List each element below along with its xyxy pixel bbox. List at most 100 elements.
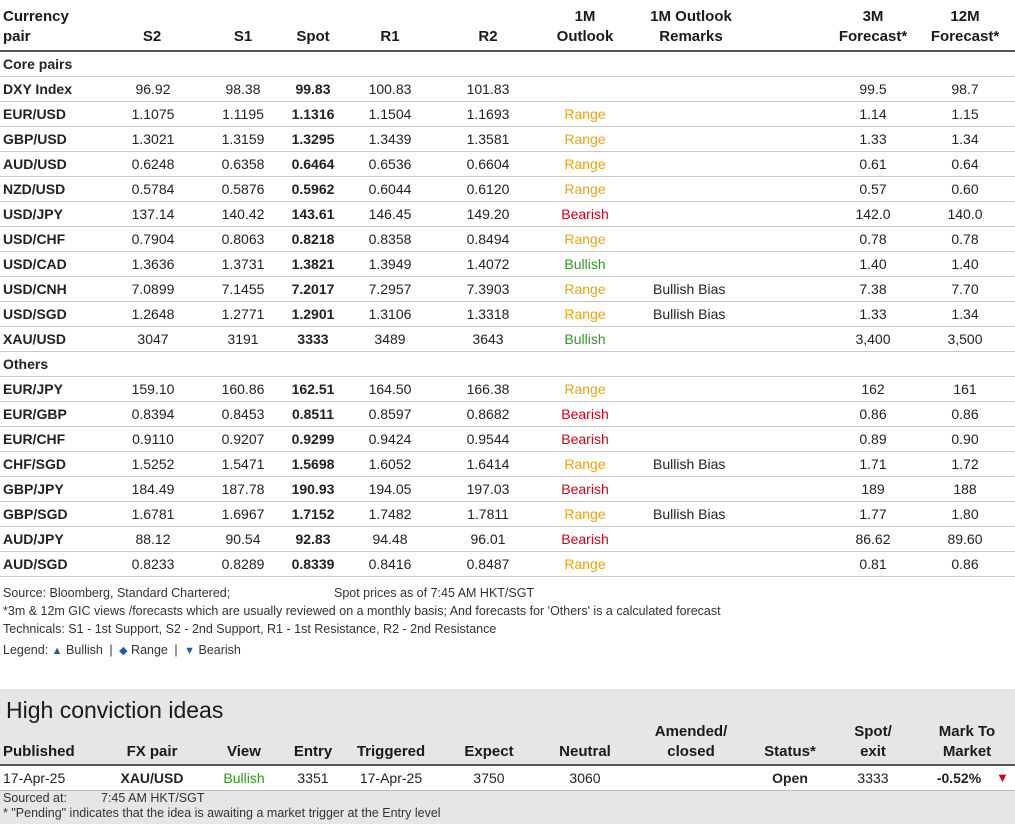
cell-outlook: Range xyxy=(564,381,606,397)
cell-spot: 143.61 xyxy=(291,206,335,222)
cell-outlook: Range xyxy=(564,281,606,297)
header-spot: Spot xyxy=(296,28,330,45)
cell-remarks xyxy=(653,227,763,251)
cell-remarks xyxy=(653,177,763,201)
cell-remarks xyxy=(653,102,763,126)
hc-header-neutral: Neutral xyxy=(559,743,611,760)
cell-f3m: 0.81 xyxy=(859,556,887,572)
cell-r1: 0.9424 xyxy=(368,431,412,447)
cell-remarks xyxy=(653,127,763,151)
cell-r1: 0.6044 xyxy=(368,181,412,197)
cell-spot: 7.2017 xyxy=(291,281,335,297)
cell-f12m: 1.72 xyxy=(951,456,979,472)
cell-f3m: 1.77 xyxy=(859,506,887,522)
cell-remarks xyxy=(653,427,763,451)
cell-s2: 1.6781 xyxy=(131,506,175,522)
currency-pair: DXY Index xyxy=(3,81,72,97)
hc-header-entry: Entry xyxy=(293,743,333,760)
cell-spot: 1.7152 xyxy=(291,506,335,522)
table-row: EUR/JPY 159.10 160.86 162.51 164.50 166.38 Ran… xyxy=(0,377,1015,402)
hc-status: Open xyxy=(772,770,808,786)
legend: Legend: ▲ Bullish | ◆ Range | ▼ Bearish xyxy=(3,643,241,657)
hc-mark-to-market: -0.52% xyxy=(936,770,982,786)
cell-r2: 166.38 xyxy=(466,381,510,397)
header-divider xyxy=(0,50,1015,52)
cell-f12m: 1.34 xyxy=(951,306,979,322)
cell-remarks xyxy=(653,552,763,576)
cell-spot: 3333 xyxy=(297,331,329,347)
hc-header-expect: Expect xyxy=(464,743,514,760)
cell-f12m: 7.70 xyxy=(951,281,979,297)
cell-f3m: 0.61 xyxy=(859,156,887,172)
spot-time-text: Spot prices as of 7:45 AM HKT/SGT xyxy=(334,586,535,600)
technicals-note: Technicals: S1 - 1st Support, S2 - 2nd S… xyxy=(3,622,497,636)
hc-entry: 3351 xyxy=(297,770,329,786)
cell-outlook: Range xyxy=(564,106,606,122)
cell-s1: 0.6358 xyxy=(221,156,265,172)
cell-s1: 0.8063 xyxy=(221,231,265,247)
cell-remarks xyxy=(653,402,763,426)
cell-r2: 101.83 xyxy=(466,81,510,97)
source-note: Source: Bloomberg, Standard Chartered; S… xyxy=(3,586,534,600)
cell-f3m: 1.40 xyxy=(859,256,887,272)
table-row: GBP/USD 1.3021 1.3159 1.3295 1.3439 1.3581 Ran… xyxy=(0,127,1015,152)
currency-pair: NZD/USD xyxy=(3,181,66,197)
cell-remarks xyxy=(653,377,763,401)
cell-r2: 0.6120 xyxy=(466,181,510,197)
cell-s1: 98.38 xyxy=(225,81,261,97)
hc-triggered: 17-Apr-25 xyxy=(359,770,423,786)
forecast-note: *3m & 12m GIC views /forecasts which are… xyxy=(3,604,721,618)
cell-f12m: 1.80 xyxy=(951,506,979,522)
cell-f3m: 86.62 xyxy=(855,531,891,547)
cell-s2: 3047 xyxy=(137,331,169,347)
currency-pair: USD/CHF xyxy=(3,231,66,247)
cell-r2: 0.8487 xyxy=(466,556,510,572)
sourced-at: Sourced at: 7:45 AM HKT/SGT xyxy=(3,791,205,805)
cell-r1: 1.3106 xyxy=(368,306,412,322)
cell-spot: 0.6464 xyxy=(291,156,335,172)
cell-s2: 88.12 xyxy=(135,531,171,547)
cell-s1: 3191 xyxy=(227,331,259,347)
cell-f3m: 162 xyxy=(861,381,885,397)
cell-r1: 94.48 xyxy=(372,531,408,547)
cell-spot: 0.8339 xyxy=(291,556,335,572)
cell-f3m: 0.89 xyxy=(859,431,887,447)
cell-f12m: 0.90 xyxy=(951,431,979,447)
cell-outlook: Bullish xyxy=(564,331,606,347)
table-row: CHF/SGD 1.5252 1.5471 1.5698 1.6052 1.6414 Ran… xyxy=(0,452,1015,477)
cell-outlook: Bearish xyxy=(561,406,609,422)
cell-s2: 0.5784 xyxy=(131,181,175,197)
cell-outlook: Bearish xyxy=(561,481,609,497)
currency-pair: USD/CAD xyxy=(3,256,67,272)
cell-f12m: 89.60 xyxy=(947,531,983,547)
hc-neutral: 3060 xyxy=(569,770,601,786)
cell-f3m: 99.5 xyxy=(859,81,887,97)
cell-outlook: Range xyxy=(564,231,606,247)
legend-label: Legend: xyxy=(3,643,49,657)
cell-spot: 0.8218 xyxy=(291,231,335,247)
table-row: AUD/SGD 0.8233 0.8289 0.8339 0.8416 0.8487 Ran… xyxy=(0,552,1015,577)
cell-outlook: Range xyxy=(564,131,606,147)
currency-pair: EUR/GBP xyxy=(3,406,67,422)
legend-separator: | xyxy=(174,643,178,657)
cell-s2: 0.7904 xyxy=(131,231,175,247)
cell-s2: 159.10 xyxy=(131,381,175,397)
cell-r2: 0.8682 xyxy=(466,406,510,422)
table-row: GBP/JPY 184.49 187.78 190.93 194.05 197.03 Bea… xyxy=(0,477,1015,502)
header-1m-remarks: 1M Outlook Remarks xyxy=(650,8,732,45)
cell-remarks xyxy=(653,77,763,101)
cell-f12m: 0.86 xyxy=(951,406,979,422)
cell-s2: 184.49 xyxy=(131,481,175,497)
cell-spot: 1.3821 xyxy=(291,256,335,272)
cell-r2: 1.7811 xyxy=(467,506,509,522)
section-title: Core pairs xyxy=(3,56,73,72)
cell-spot: 1.1316 xyxy=(291,106,335,122)
cell-r2: 1.3318 xyxy=(466,306,510,322)
cell-r2: 197.03 xyxy=(466,481,510,497)
header-s2: S2 xyxy=(142,28,162,45)
cell-s2: 1.3636 xyxy=(131,256,175,272)
high-conviction-panel xyxy=(0,689,1015,824)
cell-f12m: 0.60 xyxy=(951,181,979,197)
cell-remarks xyxy=(653,477,763,501)
cell-r1: 1.7482 xyxy=(368,506,412,522)
